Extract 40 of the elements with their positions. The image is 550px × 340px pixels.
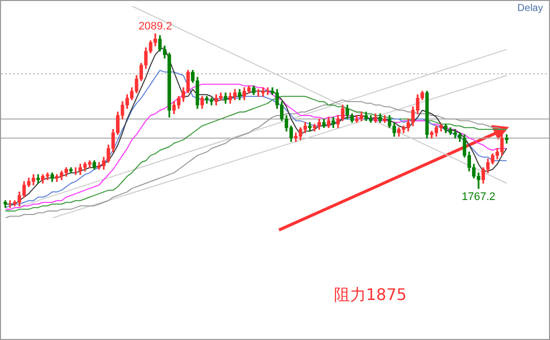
candlestick bbox=[280, 101, 284, 122]
candlestick bbox=[261, 87, 265, 97]
text: 阻力1875 bbox=[334, 285, 407, 306]
candlestick bbox=[495, 148, 500, 160]
candlestick bbox=[32, 174, 36, 186]
candlestick bbox=[22, 181, 26, 198]
candlestick bbox=[374, 113, 378, 123]
candlestick bbox=[388, 115, 392, 128]
annotation: 1767.2 bbox=[462, 190, 496, 203]
candlestick bbox=[462, 134, 466, 158]
candlestick bbox=[340, 104, 345, 122]
candlestick bbox=[350, 113, 354, 123]
candlestick bbox=[420, 90, 424, 100]
candlestick bbox=[275, 89, 279, 109]
candlestick bbox=[425, 90, 429, 138]
candlestick bbox=[312, 124, 316, 132]
candlestick bbox=[322, 118, 326, 128]
candlestick bbox=[224, 92, 228, 104]
candlestick bbox=[204, 96, 209, 104]
candlestick bbox=[504, 134, 508, 144]
candlestick bbox=[26, 178, 31, 188]
candlestick bbox=[120, 101, 124, 120]
candlestick bbox=[167, 52, 172, 118]
candlestick bbox=[467, 152, 472, 172]
candlestick bbox=[92, 160, 96, 170]
candlestick bbox=[439, 124, 443, 132]
annotation: 2089.2 bbox=[138, 20, 172, 32]
candlestick bbox=[69, 167, 73, 174]
candlestick bbox=[153, 33, 158, 46]
candlestick bbox=[406, 118, 410, 132]
candlestick bbox=[360, 112, 364, 122]
candlestick bbox=[50, 172, 54, 182]
candlestick bbox=[158, 35, 162, 52]
candlestick bbox=[500, 134, 504, 156]
candlestick bbox=[172, 101, 176, 114]
candlestick bbox=[336, 115, 340, 128]
candlestick bbox=[139, 63, 144, 82]
candlestick bbox=[364, 112, 368, 122]
text: Delay bbox=[517, 3, 543, 14]
candlestick bbox=[346, 104, 350, 120]
